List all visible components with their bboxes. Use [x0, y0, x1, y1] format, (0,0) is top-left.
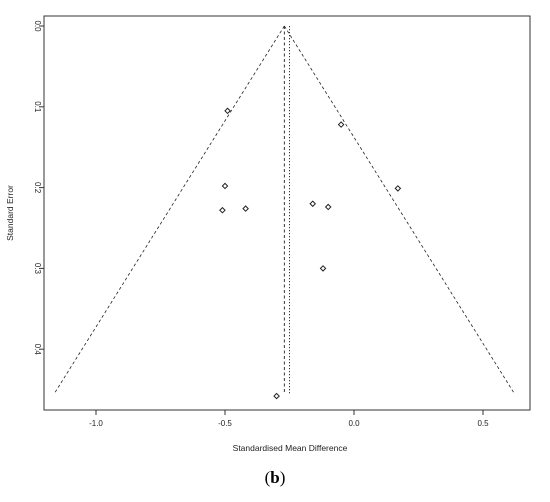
study-point-3: [394, 185, 402, 192]
funnel-right-boundary: [284, 25, 515, 394]
study-point-7: [309, 200, 317, 208]
panel-label: (b): [264, 468, 286, 487]
study-point-1: [224, 107, 231, 115]
y-tick-label-5: 0.4: [33, 344, 42, 356]
funnel-lines: [53, 25, 515, 394]
study-point-4: [221, 182, 229, 190]
study-point-9: [319, 265, 327, 272]
panel-letter: b: [270, 468, 280, 487]
x-tick-label-3: 0.0: [348, 419, 360, 428]
y-tick-label-2: 0.1: [33, 101, 42, 113]
funnel-left-boundary: [53, 25, 285, 394]
x-tick-label-2: -0.5: [218, 419, 232, 428]
study-point-6: [242, 205, 249, 212]
data-points: [219, 107, 402, 400]
x-axis-title: Standardised Mean Difference: [233, 443, 348, 453]
study-point-8: [324, 203, 332, 211]
plot-frame: [43, 15, 531, 411]
y-axis: 0.0 0.1 0.2 0.3 0.4: [33, 20, 44, 355]
y-tick-label-3: 0.2: [33, 182, 42, 194]
x-tick-label-4: 0.5: [477, 419, 489, 428]
y-tick-label-1: 0.0: [33, 20, 42, 32]
study-point-2: [337, 121, 345, 128]
study-point-10: [273, 392, 280, 400]
y-tick-label-4: 0.3: [33, 263, 42, 275]
study-point-5: [219, 206, 226, 214]
x-tick-label-1: -1.0: [89, 419, 103, 428]
x-axis: -1.0 -0.5 0.0 0.5: [89, 410, 489, 428]
y-axis-title: Standard Error: [5, 185, 15, 241]
